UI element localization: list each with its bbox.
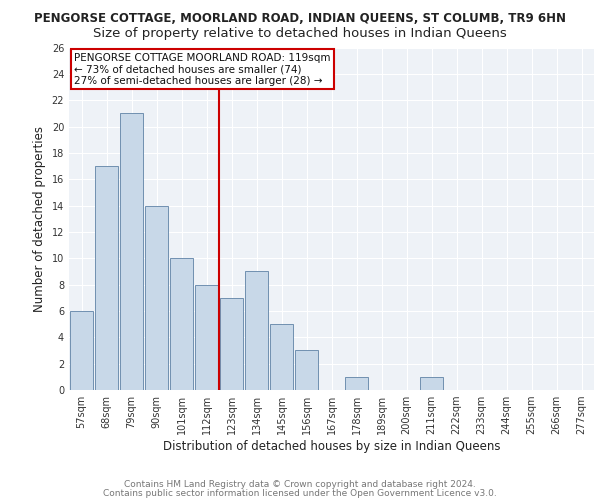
- Text: PENGORSE COTTAGE, MOORLAND ROAD, INDIAN QUEENS, ST COLUMB, TR9 6HN: PENGORSE COTTAGE, MOORLAND ROAD, INDIAN …: [34, 12, 566, 26]
- Bar: [419, 377, 443, 390]
- Bar: [170, 258, 193, 390]
- Bar: [220, 298, 244, 390]
- Bar: [269, 324, 293, 390]
- Bar: [95, 166, 118, 390]
- Y-axis label: Number of detached properties: Number of detached properties: [33, 126, 46, 312]
- Text: Size of property relative to detached houses in Indian Queens: Size of property relative to detached ho…: [93, 28, 507, 40]
- X-axis label: Distribution of detached houses by size in Indian Queens: Distribution of detached houses by size …: [163, 440, 500, 453]
- Bar: [245, 272, 268, 390]
- Bar: [295, 350, 319, 390]
- Text: Contains HM Land Registry data © Crown copyright and database right 2024.: Contains HM Land Registry data © Crown c…: [124, 480, 476, 489]
- Bar: [194, 284, 218, 390]
- Bar: [145, 206, 169, 390]
- Text: Contains public sector information licensed under the Open Government Licence v3: Contains public sector information licen…: [103, 488, 497, 498]
- Bar: [70, 311, 94, 390]
- Bar: [119, 114, 143, 390]
- Bar: [344, 377, 368, 390]
- Text: PENGORSE COTTAGE MOORLAND ROAD: 119sqm
← 73% of detached houses are smaller (74): PENGORSE COTTAGE MOORLAND ROAD: 119sqm ←…: [74, 52, 331, 86]
